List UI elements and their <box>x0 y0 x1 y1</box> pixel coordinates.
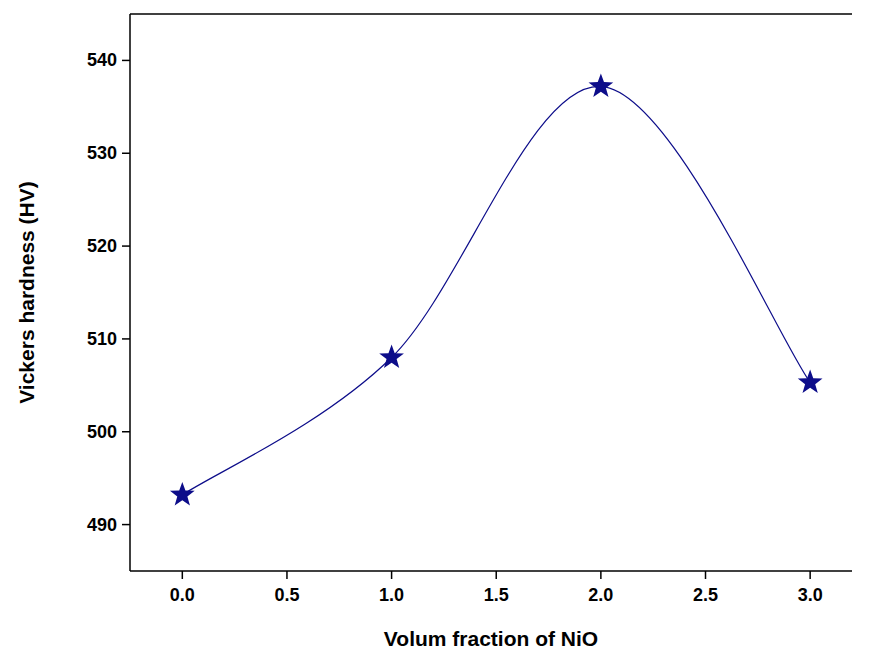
y-tick-label: 510 <box>87 329 117 349</box>
x-tick-label: 2.5 <box>693 585 718 605</box>
x-tick <box>182 571 184 579</box>
marker <box>798 370 823 394</box>
x-tick-label: 0.0 <box>170 585 195 605</box>
x-tick <box>495 571 497 579</box>
marker <box>379 344 404 368</box>
x-tick <box>809 571 811 579</box>
top-frame <box>130 13 852 15</box>
x-tick <box>705 571 707 579</box>
x-tick <box>391 571 393 579</box>
y-tick-label: 530 <box>87 143 117 163</box>
y-axis-title: Vickers hardness (HV) <box>15 181 38 404</box>
y-tick-label: 490 <box>87 515 117 535</box>
y-tick <box>122 338 130 340</box>
x-tick-label: 3.0 <box>798 585 823 605</box>
x-tick-label: 1.0 <box>379 585 404 605</box>
x-tick <box>286 571 288 579</box>
chart: 490 500 510 520 530 540 0.0 0.5 1.0 1.5 2.0 2.5 3.0 V… <box>0 0 875 662</box>
y-tick <box>122 245 130 247</box>
x-tick <box>600 571 602 579</box>
y-tick-label: 500 <box>87 422 117 442</box>
x-axis <box>130 570 852 572</box>
x-tick-label: 2.0 <box>588 585 613 605</box>
y-tick <box>122 524 130 526</box>
y-tick <box>122 153 130 155</box>
y-tick <box>122 60 130 62</box>
x-tick-label: 0.5 <box>274 585 299 605</box>
y-axis <box>129 14 131 571</box>
x-tick-label: 1.5 <box>484 585 509 605</box>
line <box>182 86 810 495</box>
y-tick-label: 540 <box>87 50 117 70</box>
marker <box>589 73 614 97</box>
plot-area <box>170 73 823 505</box>
marker <box>170 482 195 506</box>
x-axis-title: Volum fraction of NiO <box>384 627 598 650</box>
y-tick-label: 520 <box>87 236 117 256</box>
y-tick <box>122 431 130 433</box>
